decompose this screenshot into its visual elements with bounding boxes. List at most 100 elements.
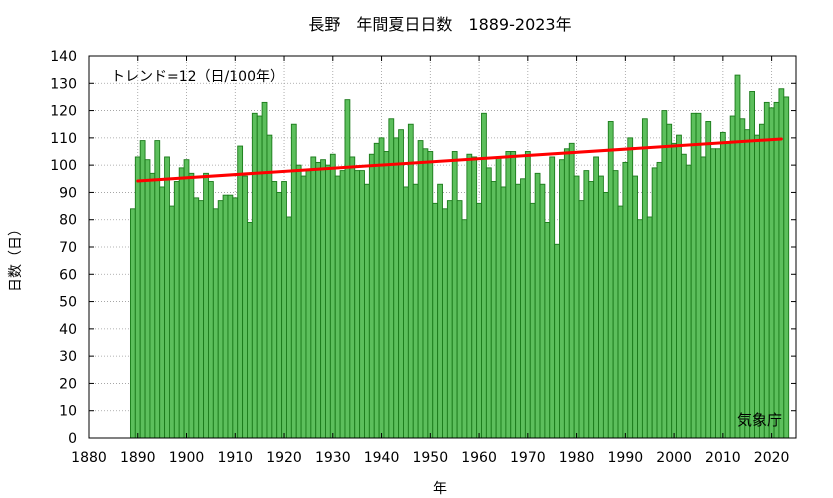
bar: [685, 164, 692, 439]
bar: [159, 186, 166, 439]
bar: [295, 164, 302, 439]
bar: [758, 123, 765, 439]
bar: [739, 118, 746, 439]
x-tick-label: 2020: [754, 450, 790, 466]
bar: [193, 197, 200, 439]
bar: [446, 200, 453, 439]
bar: [549, 156, 556, 439]
bar: [768, 107, 775, 439]
bar: [339, 170, 346, 439]
bar: [398, 129, 404, 439]
bar: [183, 159, 190, 439]
bar: [432, 202, 439, 439]
bar: [173, 181, 180, 439]
bar: [485, 167, 492, 439]
bar: [451, 151, 458, 439]
y-tick-label: 40: [59, 322, 77, 338]
bar: [724, 142, 731, 439]
bar: [237, 145, 244, 439]
bar: [393, 137, 400, 439]
bar: [583, 170, 590, 439]
bar: [208, 181, 214, 439]
bar: [539, 183, 546, 439]
bar: [149, 172, 156, 439]
bar: [588, 181, 595, 439]
bar: [598, 175, 604, 439]
bar: [129, 208, 136, 439]
y-tick-label: 30: [59, 349, 77, 365]
bar: [261, 101, 268, 439]
trend-line: [136, 137, 783, 183]
y-tick-label: 80: [59, 213, 77, 229]
x-tick-label: 2000: [656, 450, 692, 466]
bar: [188, 172, 195, 439]
bar: [286, 216, 292, 439]
bar: [729, 115, 736, 439]
bar: [134, 156, 141, 439]
bar: [505, 151, 512, 439]
bar: [251, 112, 258, 439]
bar: [515, 183, 521, 439]
source-label: 気象庁: [737, 411, 782, 429]
bar: [169, 205, 175, 439]
y-tick-label: 20: [59, 376, 77, 392]
bar: [763, 101, 770, 439]
bar: [510, 151, 517, 439]
x-tick-label: 1950: [412, 450, 448, 466]
bar: [529, 202, 536, 439]
bar: [276, 191, 283, 439]
bar: [559, 159, 565, 439]
bar: [651, 167, 658, 439]
bar: [671, 142, 677, 439]
bar: [203, 172, 209, 439]
bar: [602, 191, 609, 439]
bar: [266, 134, 273, 439]
bar: [310, 156, 317, 439]
bar: [534, 172, 541, 439]
bar: [344, 99, 351, 439]
bar: [632, 175, 638, 439]
bar: [578, 200, 585, 439]
bar: [407, 123, 414, 439]
bar: [300, 175, 307, 439]
y-tick-label: 0: [68, 431, 77, 447]
bar: [139, 140, 146, 439]
bar: [622, 161, 629, 439]
x-axis-label: 年: [433, 481, 447, 497]
bar: [417, 140, 424, 439]
bar: [700, 156, 707, 439]
chart-title: 長野 年間夏日日数 1889-2023年: [308, 15, 571, 34]
x-tick-label: 1980: [559, 450, 595, 466]
bar: [164, 156, 170, 439]
bar: [500, 186, 507, 439]
y-tick-label: 10: [59, 404, 77, 420]
bar: [705, 121, 712, 439]
bar: [573, 175, 580, 439]
bar: [325, 164, 331, 439]
bar: [612, 170, 619, 439]
bar: [641, 118, 648, 439]
bar: [456, 200, 463, 439]
y-tick-label: 120: [50, 104, 77, 120]
bar: [719, 131, 726, 439]
bar: [144, 159, 151, 439]
x-tick-label: 2010: [705, 450, 741, 466]
bar: [403, 186, 409, 439]
bar: [178, 167, 185, 439]
x-tick-label: 1960: [461, 450, 497, 466]
bar: [520, 178, 526, 439]
y-tick-label: 60: [59, 267, 77, 283]
bar: [334, 175, 341, 439]
y-tick-label: 70: [59, 240, 77, 256]
bar: [607, 121, 614, 439]
bar: [481, 112, 487, 439]
bar: [281, 181, 287, 439]
bar: [437, 183, 443, 439]
bar: [646, 216, 653, 439]
bar: [593, 156, 599, 439]
bar: [320, 159, 326, 439]
x-tick-label: 1910: [217, 450, 253, 466]
bar: [232, 197, 239, 439]
bar: [242, 175, 248, 439]
bar: [695, 112, 702, 439]
